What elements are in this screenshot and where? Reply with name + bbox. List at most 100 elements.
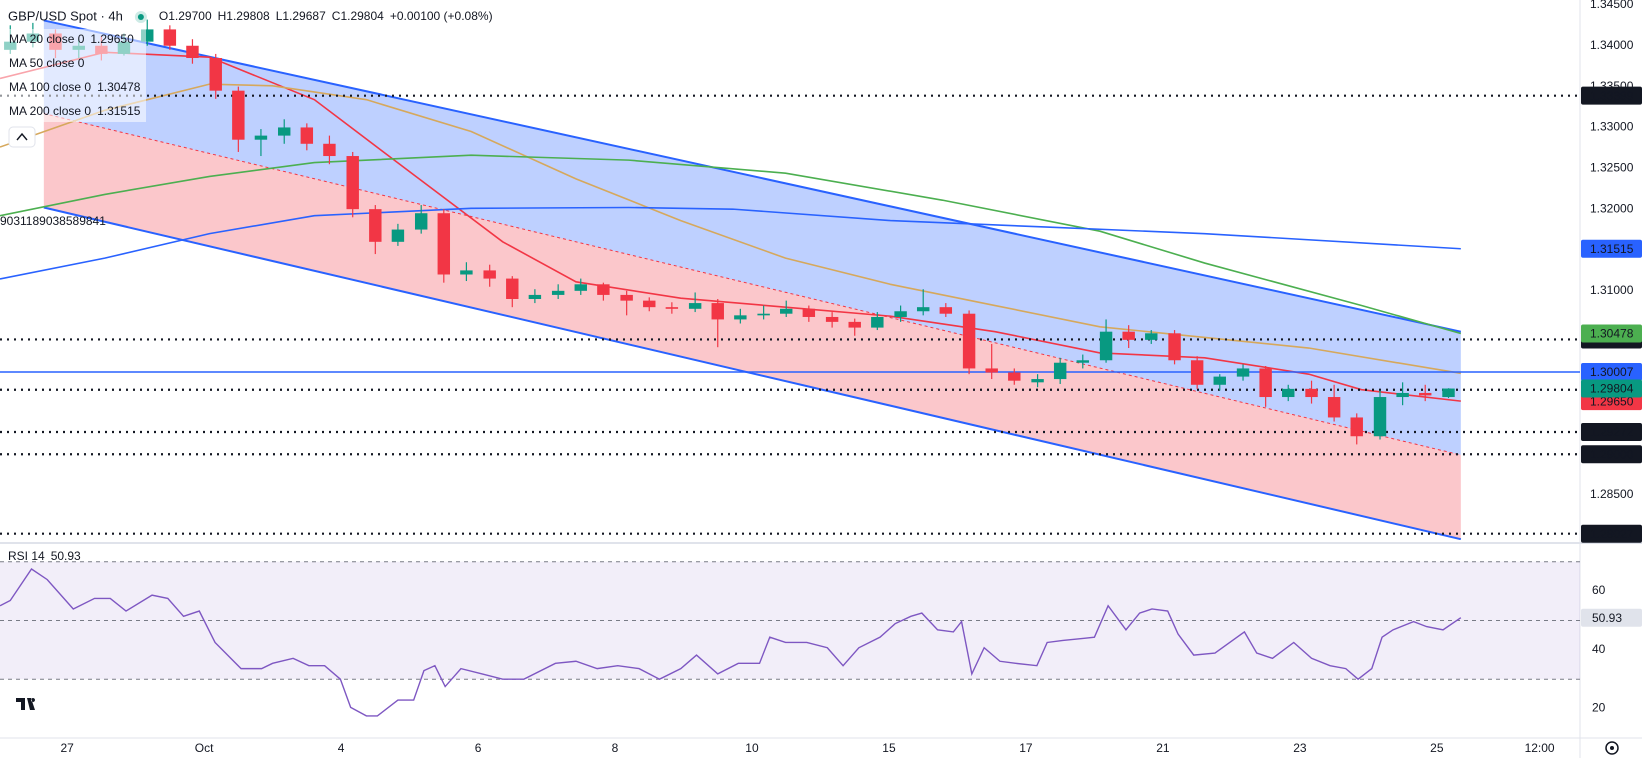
ohlc-key: C (332, 9, 341, 23)
candle-body (483, 270, 496, 279)
candle-body (232, 90, 245, 140)
ma-price-label: 1.29650 (1590, 394, 1634, 408)
candle-body (323, 143, 336, 157)
rsi-tick-label: 20 (1592, 701, 1606, 715)
candle-body (1168, 333, 1181, 361)
candle-body (1305, 388, 1318, 398)
ohlc-value: 1.29700 (168, 9, 212, 23)
y-tick-label: 1.32000 (1590, 201, 1634, 215)
candle-body (391, 229, 405, 242)
level-price-label: 1.33389 (1590, 89, 1634, 103)
candle-body (278, 127, 291, 136)
moving-average-line (0, 154, 1462, 335)
rsi-band (0, 561, 1580, 680)
ohlc-value: 1.29808 (226, 9, 270, 23)
rsi-tick-label: 60 (1592, 583, 1606, 597)
candle-body (1327, 397, 1341, 418)
candle-body (1373, 397, 1387, 437)
candle-body (1008, 372, 1021, 381)
candle-body (369, 209, 382, 242)
legend-name: MA 20 close 0 (9, 32, 85, 46)
rsi-title: RSI 14 (8, 549, 45, 563)
candle-body (528, 294, 542, 300)
candle-body (1259, 368, 1272, 398)
candle-body (643, 300, 656, 308)
candle-body (346, 156, 359, 210)
price-change: +0.00100 (+0.08%) (390, 9, 493, 23)
candle-body (414, 213, 428, 230)
candle-body (757, 313, 770, 316)
candle-body (985, 368, 998, 373)
ohlc-key: O (159, 9, 168, 23)
x-tick-label: 25 (1430, 741, 1444, 755)
candle-body (1236, 368, 1250, 377)
candle-body (1053, 362, 1067, 380)
level-price-label-bg (1581, 423, 1642, 441)
x-tick-label: 8 (612, 741, 619, 755)
level-price-label: 1.29272 (1590, 425, 1634, 439)
rsi-value: 50.93 (51, 549, 81, 563)
rsi-tick-label: 40 (1592, 642, 1606, 656)
legend-name: MA 100 close 0 (9, 80, 91, 94)
collapse-legend-button[interactable] (8, 126, 36, 148)
candle-body (620, 294, 633, 301)
ohlc-value: 1.29687 (282, 9, 326, 23)
legend-value: 1.30478 (97, 80, 141, 94)
candle-body (780, 308, 793, 314)
y-tick-label: 1.31000 (1590, 283, 1634, 297)
candle-body (597, 284, 610, 295)
collapse-icon (16, 132, 28, 141)
candle-body (848, 321, 861, 328)
candle-body (1282, 388, 1295, 398)
legend-name: MA 200 close 0 (9, 104, 91, 118)
candle-body (665, 307, 679, 309)
ohlc-key: H (218, 9, 227, 23)
candle-body (1190, 360, 1204, 385)
ma-price-label-bg (1581, 324, 1642, 343)
candle-body (551, 290, 565, 295)
y-tick-label: 1.28500 (1590, 487, 1634, 501)
x-tick-label: 10 (745, 741, 759, 755)
last-price-label: 1.29804 (1590, 382, 1634, 396)
x-tick-label: 4 (338, 741, 345, 755)
x-tick-label: 23 (1293, 741, 1307, 755)
price-pane (0, 19, 1580, 540)
candle-body (688, 303, 702, 309)
candle-body (506, 278, 519, 300)
candle-body (825, 316, 839, 322)
moving-average-line (0, 206, 1461, 280)
candle-body (1099, 331, 1113, 361)
level-price-label: 1.29000 (1590, 447, 1634, 461)
level-price-label-bg (1581, 524, 1642, 543)
legend-bg (0, 29, 146, 122)
y-tick-label: 1.34000 (1590, 38, 1634, 52)
legend-name: MA 50 close 0 (9, 56, 85, 70)
x-tick-label: 15 (882, 741, 896, 755)
candle-body (962, 313, 976, 369)
candle-body (437, 213, 451, 275)
x-tick-label: 6 (475, 741, 482, 755)
rsi-pane (0, 561, 1580, 717)
candle-body (1213, 376, 1226, 385)
level-price-label: 1.28027 (1590, 527, 1634, 541)
rsi-value-badge-bg (1581, 608, 1642, 627)
candle-body (163, 29, 177, 46)
symbol-title: GBP/USD Spot · 4h (8, 8, 123, 23)
y-tick-label: 1.33000 (1590, 120, 1634, 134)
ohlc-value: 1.29804 (340, 9, 384, 23)
candle-body (939, 307, 953, 314)
rsi-value-badge: 50.93 (1592, 611, 1622, 625)
channel-upper-line (43, 19, 1462, 333)
y-tick-label: 1.34500 (1590, 0, 1634, 11)
candle-body (1122, 331, 1135, 340)
ohlc-key: L (276, 9, 283, 23)
y-tick-label: 1.32500 (1590, 160, 1634, 174)
candle-body (209, 58, 222, 91)
overlay: 9031189038589841 MA 20 close 0 1.29650 MA 5… (0, 8, 493, 563)
candle-body (460, 270, 473, 275)
settings-button[interactable] (1605, 741, 1619, 755)
ma-price-label-bg (1581, 239, 1642, 258)
candle-body (916, 307, 930, 312)
x-tick-label: Oct (195, 741, 214, 755)
